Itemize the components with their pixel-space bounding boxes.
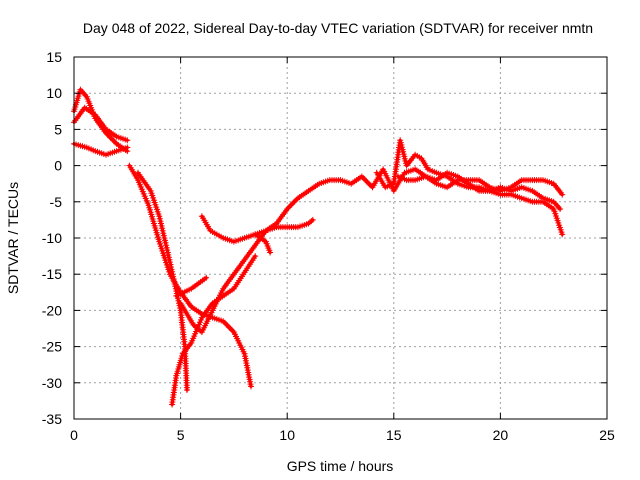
y-tick-label: 10 — [46, 85, 62, 101]
y-tick-label: -5 — [50, 194, 63, 210]
series-arc-9 — [198, 213, 316, 245]
series-arc-11 — [373, 137, 566, 238]
grid — [74, 57, 607, 419]
x-tick-label: 5 — [177, 427, 185, 443]
ticks: 0 5 10 15 20 25 15 10 5 0 -5 -10 -15 -20 -25 -30 -35 — [42, 49, 615, 443]
x-axis-label: GPS time / hours — [287, 458, 394, 474]
x-tick-label: 15 — [386, 427, 402, 443]
chart-title: Day 048 of 2022, Sidereal Day-to-day VTE… — [83, 20, 593, 36]
series-arc-10 — [252, 231, 274, 256]
y-tick-label: -35 — [42, 411, 62, 427]
x-tick-label: 25 — [599, 427, 615, 443]
series-markers — [135, 169, 190, 393]
y-tick-label: 15 — [46, 49, 62, 65]
data-series — [71, 86, 566, 408]
y-axis-label: SDTVAR / TECUs — [5, 182, 21, 294]
y-tick-label: 0 — [54, 158, 62, 174]
y-tick-label: -20 — [42, 302, 62, 318]
series-arc-8 — [177, 166, 566, 336]
y-tick-label: -10 — [42, 230, 62, 246]
y-tick-label: -25 — [42, 339, 62, 355]
series-markers — [177, 166, 566, 336]
series-arc-2 — [71, 104, 131, 144]
x-tick-label: 20 — [493, 427, 509, 443]
series-arc-7 — [173, 274, 210, 299]
x-tick-label: 0 — [70, 427, 78, 443]
series-markers — [395, 169, 564, 212]
series-markers — [252, 231, 274, 256]
y-tick-label: -15 — [42, 266, 62, 282]
y-tick-label: 5 — [54, 121, 62, 137]
series-arc-12 — [395, 169, 564, 212]
series-arc-5 — [135, 169, 190, 393]
series-markers — [198, 213, 316, 245]
series-markers — [173, 274, 210, 299]
x-tick-label: 10 — [279, 427, 295, 443]
y-tick-label: -30 — [42, 375, 62, 391]
